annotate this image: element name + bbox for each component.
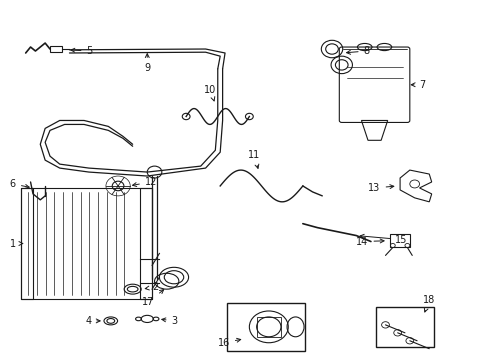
Text: 10: 10 [204,85,216,101]
Text: 17: 17 [142,289,163,307]
Text: 9: 9 [144,54,150,73]
Bar [21,188,33,299]
Text: 16: 16 [217,338,240,348]
Text: 3: 3 [162,316,177,326]
Bar [389,234,409,247]
Text: 4: 4 [85,316,100,326]
Text: 15: 15 [360,234,407,244]
Bar [375,307,433,347]
Bar [256,317,281,337]
Text: 13: 13 [367,183,393,193]
Bar [21,188,152,299]
Text: 11: 11 [247,150,260,168]
Bar [227,303,305,351]
Bar [50,46,62,52]
Bar [140,188,152,299]
Text: 5: 5 [71,46,93,56]
Text: 8: 8 [346,46,369,56]
Text: 12: 12 [132,177,157,187]
Text: 1: 1 [10,239,23,248]
Text: 14: 14 [356,237,383,247]
Text: 6: 6 [10,179,29,189]
Text: 7: 7 [410,80,425,90]
Text: 18: 18 [422,295,434,312]
Text: 2: 2 [145,282,158,292]
